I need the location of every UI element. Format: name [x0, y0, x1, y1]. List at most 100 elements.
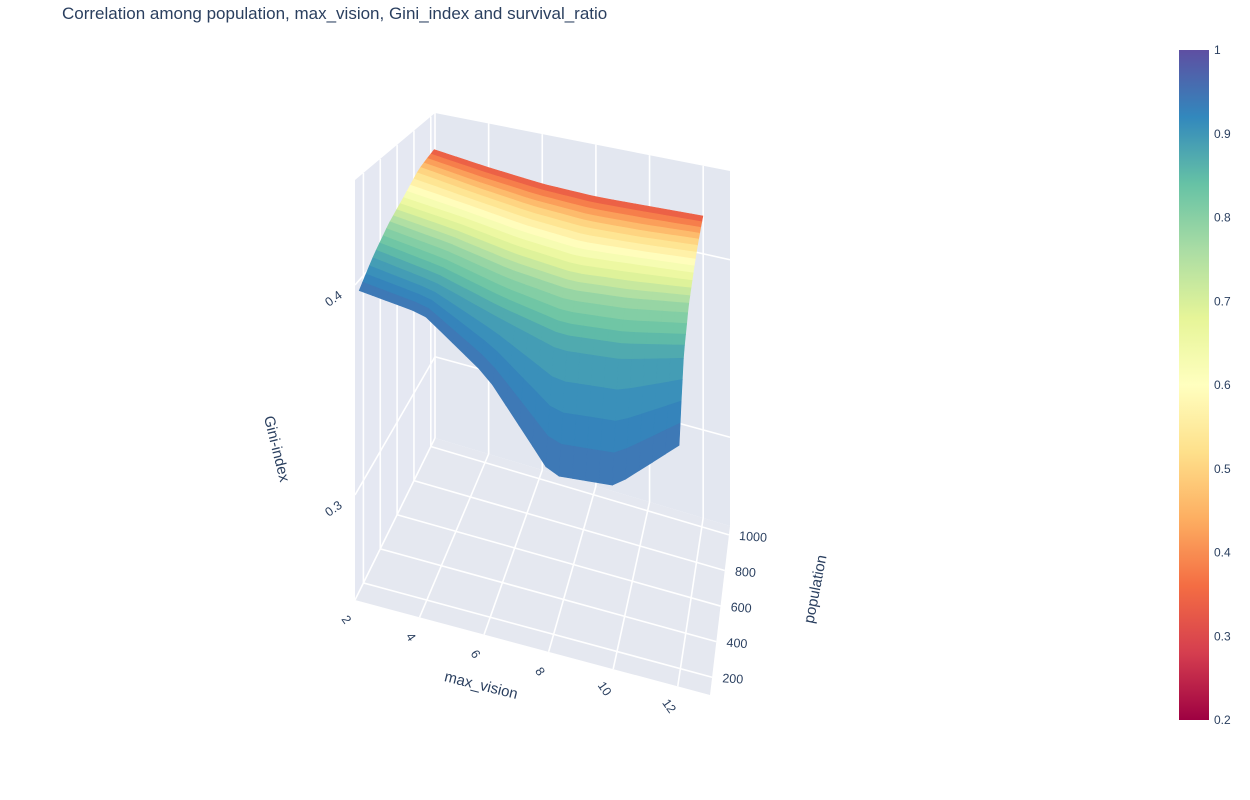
surface-patch: [599, 294, 615, 307]
colorbar-tick-label: 0.8: [1214, 211, 1231, 225]
surface-patch: [655, 358, 671, 385]
surface-patch: [575, 383, 592, 418]
surface-patch: [572, 446, 588, 482]
x-tick-label: 12: [659, 696, 678, 715]
surface-patch: [602, 387, 618, 422]
surface-patch: [635, 309, 651, 322]
surface-patch: [577, 352, 594, 387]
x-axis-title: max_vision: [443, 668, 520, 703]
surface-patch: [637, 298, 652, 311]
surface-patch: [664, 284, 680, 295]
grid-line-x: [676, 517, 704, 687]
surface-patch: [627, 280, 643, 292]
colorbar-tick-label: 0.5: [1214, 462, 1231, 476]
surface-patch: [605, 341, 621, 360]
surface-patch: [652, 283, 667, 294]
surface-patch: [677, 286, 692, 296]
y-axis-title: population: [801, 554, 831, 625]
x-tick-label: 8: [532, 665, 547, 679]
surface-patch: [657, 344, 672, 360]
colorbar-tick-label: 0.7: [1214, 294, 1231, 308]
surface-patch: [662, 300, 677, 313]
surface-patch: [613, 417, 630, 454]
grid-line-x: [547, 485, 597, 653]
surface-patch: [585, 448, 602, 484]
surface-patch: [638, 290, 654, 301]
surface-patch: [628, 385, 644, 419]
surface-patch: [623, 308, 638, 322]
surface-patch: [587, 416, 603, 452]
surface-patch: [566, 335, 583, 354]
x-tick-label: 6: [468, 647, 483, 661]
surface-patch: [612, 447, 628, 486]
surface-patch: [558, 443, 575, 479]
surface-patch: [648, 309, 663, 323]
surface-patch: [585, 302, 601, 317]
surface-patch: [551, 347, 568, 383]
surface-patch: [641, 273, 656, 285]
surface-patch: [631, 343, 647, 360]
surface-patch: [673, 311, 689, 324]
surface-patch: [616, 358, 632, 391]
grid-line-y: [430, 445, 730, 536]
y-tick-label: 1000: [739, 529, 768, 545]
surface-patch: [600, 418, 616, 454]
surface-patch: [626, 289, 641, 300]
surface-patch: [651, 291, 666, 302]
grid-line-y: [363, 582, 713, 678]
surface-patch: [640, 282, 655, 293]
surface-patch: [672, 322, 688, 335]
grid-line-y: [380, 548, 717, 643]
surface-patch: [670, 344, 685, 359]
grid-line-x: [612, 501, 651, 670]
floor-wall: [355, 438, 730, 695]
surface-patch: [621, 319, 637, 333]
surface-3d-scene[interactable]: 2 4 6 8 10 12 200 400 600 800 1000 0.3 0.4 max_visio…: [0, 0, 1140, 800]
colorbar-tick-label: 0.3: [1214, 629, 1231, 643]
surface-patch: [590, 354, 607, 389]
surface-patch: [572, 300, 588, 315]
surface-patch: [646, 321, 662, 334]
y-tick-label: 800: [734, 565, 756, 580]
z-tick-label: 0.4: [322, 288, 344, 309]
colorbar-tick-label: 0.4: [1214, 546, 1231, 560]
surface-patch: [676, 294, 691, 304]
surface-patch: [615, 388, 631, 422]
surface-patch: [603, 356, 620, 391]
grid-line-x: [483, 469, 544, 635]
surface-patch: [581, 325, 597, 340]
z-tick-label: 0.3: [322, 498, 344, 519]
surface-patch: [632, 332, 648, 345]
surface-patch: [668, 357, 684, 383]
surface-patch: [560, 412, 577, 447]
surface-patch: [649, 299, 665, 312]
colorbar: 0.2 0.3 0.4 0.5 0.6 0.7 0.8 0.9 1: [1179, 43, 1231, 727]
grid-line-z: [354, 356, 436, 496]
surface-patch: [642, 358, 658, 387]
surface-patch: [671, 333, 686, 346]
surface-patch: [573, 414, 590, 449]
y-tick-label: 600: [730, 600, 752, 615]
x-tick-label: 4: [403, 630, 418, 644]
surface-patch: [674, 301, 690, 314]
x-tick-label: 10: [595, 679, 614, 698]
surface-patch: [608, 317, 624, 332]
surface-patch: [663, 292, 678, 303]
colorbar-tick-label: 0.9: [1214, 127, 1231, 141]
surface-patch: [658, 332, 674, 346]
colorbar-ticks: 0.2 0.3 0.4 0.5 0.6 0.7 0.8 0.9 1: [1214, 43, 1231, 727]
x-tick-label: 2: [339, 613, 354, 627]
grid-line-x: [418, 453, 490, 618]
y-tick-label: 200: [722, 671, 744, 686]
surface-patch: [568, 323, 584, 339]
surface-patch: [661, 310, 676, 324]
surface-patch: [634, 320, 650, 334]
surface-patch: [619, 331, 635, 345]
chart-title: Correlation among population, max_vision…: [62, 4, 608, 23]
surface-patch: [586, 292, 602, 306]
surface-patch: [579, 337, 595, 356]
surface-patch: [570, 312, 586, 327]
surface-patch: [644, 343, 660, 360]
surface-patch: [583, 314, 599, 329]
surface-patch: [645, 332, 661, 345]
